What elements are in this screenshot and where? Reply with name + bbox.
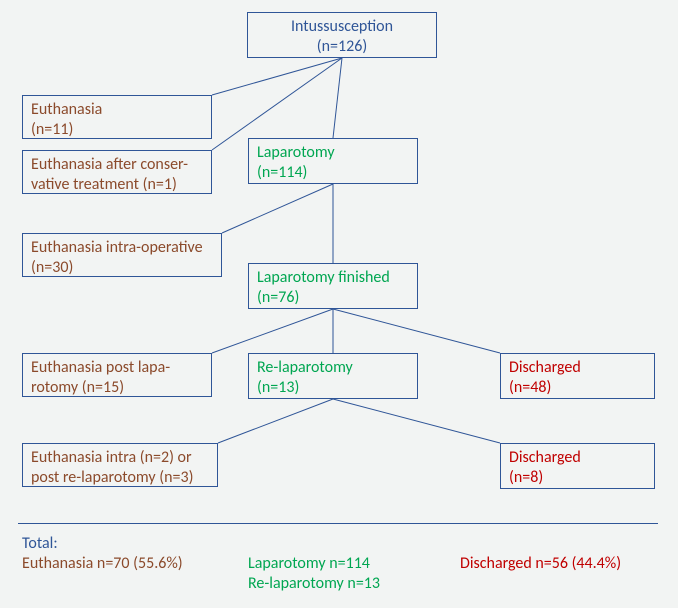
node-count: vative treatment (n=1): [31, 175, 203, 195]
node-count: (n=11): [31, 120, 203, 140]
node-intussusception: Intussusception (n=126): [247, 12, 437, 58]
node-euthanasia-re-laparotomy: Euthanasia intra (n=2) or post re-laparo…: [22, 443, 218, 487]
node-count: (n=13): [257, 378, 409, 398]
node-title: Laparotomy: [257, 143, 409, 163]
totals-laparotomy-1: Laparotomy n=114: [248, 554, 370, 574]
node-count: post re-laparotomy (n=3): [31, 468, 209, 488]
node-laparotomy: Laparotomy (n=114): [248, 138, 418, 184]
totals-label: Total:: [22, 534, 58, 554]
node-euthanasia-intra-operative: Euthanasia intra-operative (n=30): [22, 233, 222, 277]
node-count: rotomy (n=15): [31, 378, 203, 398]
totals-laparotomy-2: Re-laparotomy n=13: [248, 574, 380, 594]
node-title: Discharged: [509, 448, 646, 468]
totals-discharged: Discharged n=56 (44.4%): [460, 554, 621, 574]
node-discharged-1: Discharged (n=48): [500, 353, 655, 399]
node-count: (n=114): [257, 163, 409, 183]
node-title: Euthanasia post lapa-: [31, 358, 203, 378]
flowchart-canvas: Intussusception (n=126) Euthanasia (n=11…: [0, 0, 678, 608]
node-count: (n=76): [257, 288, 409, 308]
node-title: Laparotomy finished: [257, 268, 409, 288]
node-count: (n=48): [509, 378, 646, 398]
node-count: (n=126): [256, 37, 428, 57]
node-title: Euthanasia intra (n=2) or: [31, 448, 209, 468]
node-title: Euthanasia after conser-: [31, 155, 203, 175]
node-laparotomy-finished: Laparotomy finished (n=76): [248, 263, 418, 309]
node-euthanasia-after-conservative: Euthanasia after conser- vative treatmen…: [22, 150, 212, 194]
node-title: Euthanasia intra-operative: [31, 238, 213, 258]
node-title: Intussusception: [256, 17, 428, 37]
node-title: Discharged: [509, 358, 646, 378]
node-euthanasia-initial: Euthanasia (n=11): [22, 95, 212, 139]
node-title: Euthanasia: [31, 100, 203, 120]
totals-euthanasia: Euthanasia n=70 (55.6%): [22, 554, 183, 574]
totals-rule: [18, 523, 658, 524]
node-count: (n=8): [509, 468, 646, 488]
node-euthanasia-post-laparotomy: Euthanasia post lapa- rotomy (n=15): [22, 353, 212, 397]
node-count: (n=30): [31, 258, 213, 278]
node-re-laparotomy: Re-laparotomy (n=13): [248, 353, 418, 399]
node-title: Re-laparotomy: [257, 358, 409, 378]
node-discharged-2: Discharged (n=8): [500, 443, 655, 489]
